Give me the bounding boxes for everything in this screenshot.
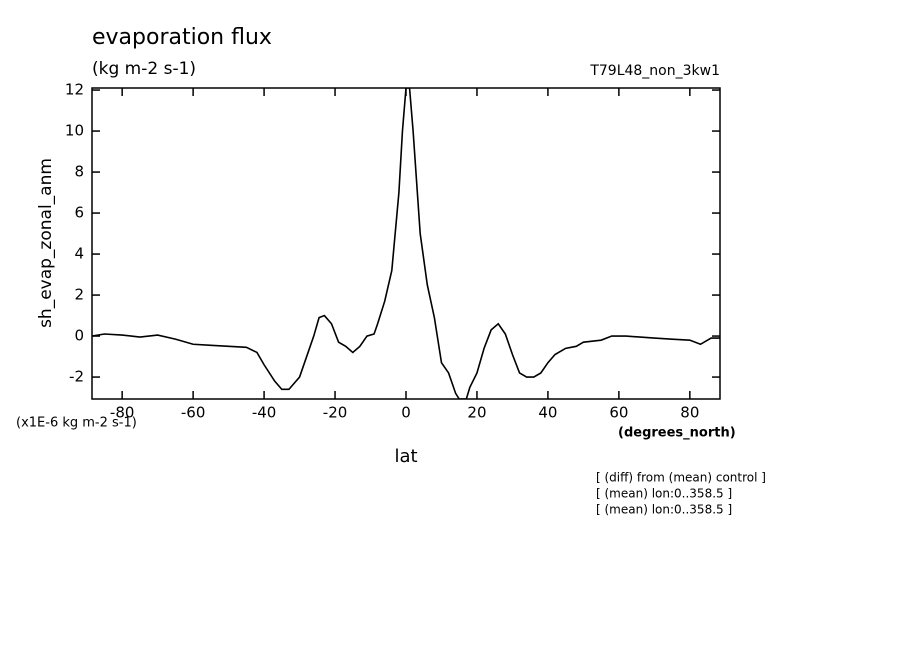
y-tick-label: 8 (74, 163, 84, 181)
chart-title: evaporation flux (92, 25, 272, 50)
x-tick-label: 60 (609, 404, 628, 422)
y-tick-label: 0 (74, 327, 84, 345)
x-tick-label: -40 (252, 404, 277, 422)
note: [ (mean) lon:0..358.5 ] (596, 503, 732, 517)
x-tick-label: -60 (181, 404, 206, 422)
y-axis-label: sh_evap_zonal_anm (36, 158, 56, 328)
x-tick-label: -20 (323, 404, 348, 422)
y-unit-label: (x1E-6 kg m-2 s-1) (16, 416, 137, 431)
y-tick-label: -2 (69, 368, 84, 386)
x-tick-label: 20 (467, 404, 486, 422)
y-tick-label: 10 (65, 122, 84, 140)
x-tick-label: -80 (110, 404, 135, 422)
y-tick-label: 12 (65, 81, 84, 99)
run-label: T79L48_non_3kw1 (589, 63, 720, 79)
note: [ (mean) lon:0..358.5 ] (596, 487, 732, 501)
plot-frame (91, 87, 721, 400)
note: [ (diff) from (mean) control ] (596, 471, 766, 485)
x-unit-label: (degrees_north) (618, 426, 736, 441)
x-tick-label: 80 (680, 404, 699, 422)
subtitle: (kg m-2 s-1) (92, 59, 196, 79)
y-tick-label: 2 (74, 286, 84, 304)
y-tick-label: 6 (74, 204, 84, 222)
y-tick-label: 4 (74, 245, 84, 263)
x-tick-label: 0 (401, 404, 411, 422)
x-tick-label: 40 (538, 404, 557, 422)
data-line (92, 88, 720, 399)
x-axis-label: lat (394, 446, 417, 467)
